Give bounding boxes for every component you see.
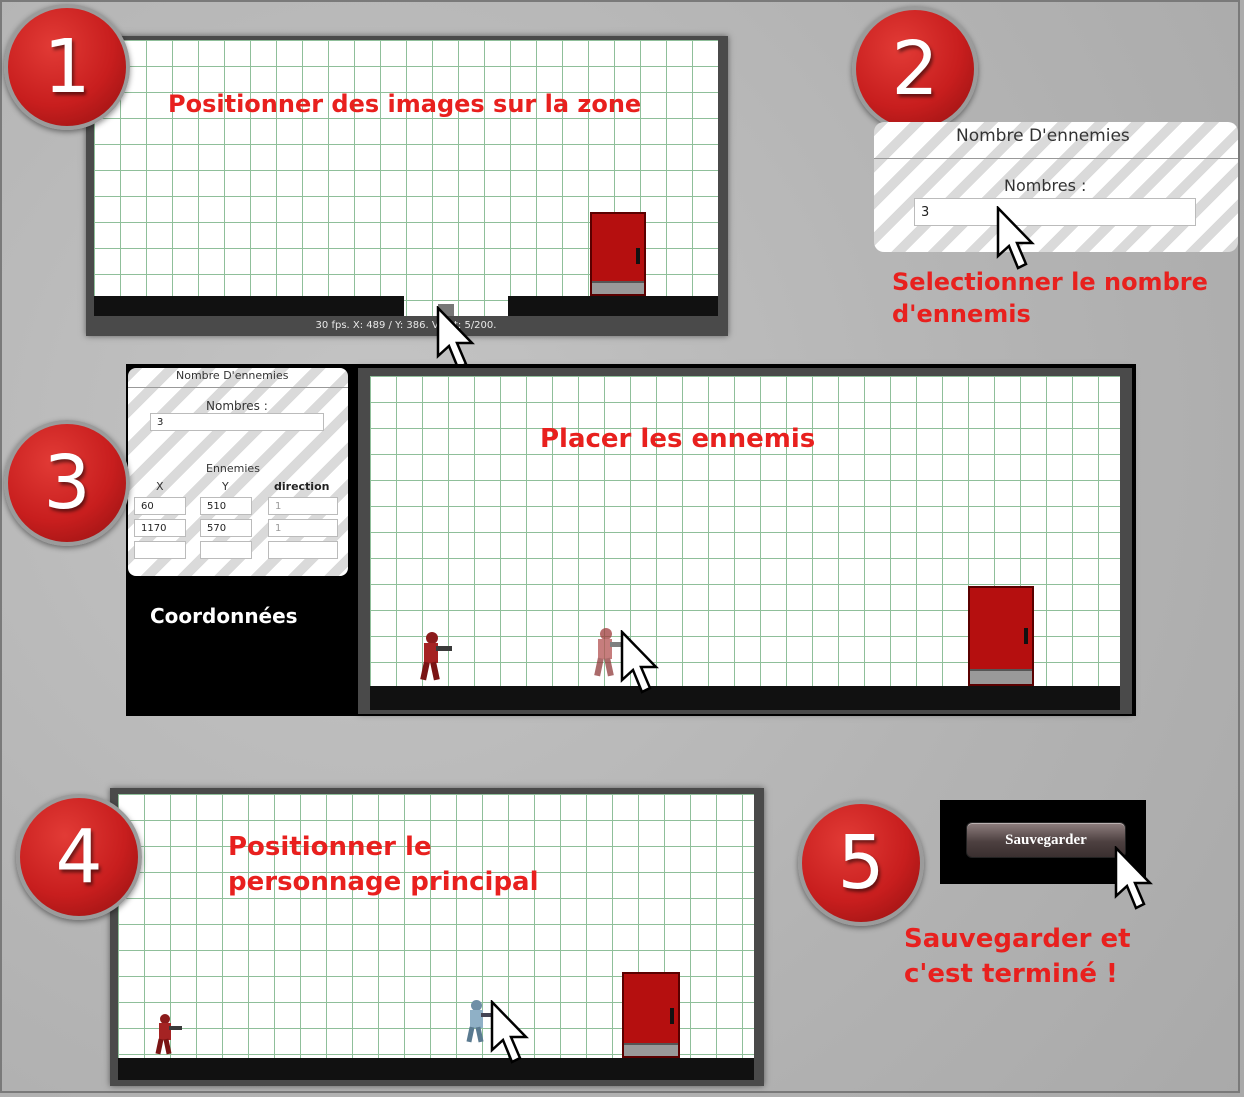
save-button[interactable]: Sauvegarder: [966, 822, 1126, 858]
step5-caption-line2: c'est terminé !: [904, 959, 1118, 990]
enemy1-x-input[interactable]: 60: [134, 497, 186, 515]
step5-caption: Sauvegarder et c'est terminé !: [904, 922, 1131, 992]
step3-count-input[interactable]: 3: [150, 413, 324, 431]
step3-title-underline: [128, 387, 348, 388]
step3-cursor-icon: [620, 630, 659, 694]
step3-col-x: X: [156, 480, 164, 493]
step5-caption-line1: Sauvegarder et: [904, 924, 1131, 954]
step1-door[interactable]: [590, 212, 646, 296]
step4-badge: 4: [16, 794, 142, 920]
step2-count-label: Nombres :: [1004, 176, 1087, 195]
step1-editor-panel: 30 fps. X: 489 / Y: 386. Vi... t: 5/200.: [86, 36, 728, 336]
step3-floor: [370, 686, 1120, 710]
step2-form-title: Nombre D'ennemies: [956, 126, 1130, 146]
step3-coordinates-label: Coordonnées: [150, 604, 298, 628]
step3-door[interactable]: [968, 586, 1034, 686]
step4-main-character-sprite[interactable]: [462, 1000, 494, 1043]
step4-door[interactable]: [622, 972, 680, 1058]
step3-enemy-sprite-2[interactable]: [590, 628, 626, 678]
step3-col-direction: direction: [274, 480, 330, 493]
enemy3-y-input[interactable]: [200, 541, 252, 559]
step3-enemy-sprite-1[interactable]: [416, 632, 452, 681]
step4-floor: [118, 1058, 754, 1080]
step5-save-panel: Sauvegarder: [940, 800, 1146, 884]
step1-floor-right: [508, 296, 718, 316]
step3-enemies-label: Ennemies: [206, 462, 260, 475]
step2-cursor-icon: [996, 206, 1035, 270]
step5-cursor-icon: [1114, 846, 1153, 910]
step3-enemy-form: Nombre D'ennemies Nombres : 3 Ennemies X…: [128, 368, 348, 576]
step4-cursor-icon: [490, 1000, 529, 1064]
step3-count-label: Nombres :: [206, 399, 268, 413]
step1-caption: Positionner des images sur la zone: [168, 90, 642, 118]
step5-badge: 5: [798, 800, 924, 926]
step4-caption: Positionner le personnage principal: [228, 830, 539, 900]
step2-count-input[interactable]: 3: [914, 198, 1196, 226]
step4-caption-line2: personnage principal: [228, 867, 539, 898]
step4-caption-line1: Positionner le: [228, 832, 432, 862]
enemy2-direction-input[interactable]: 1: [268, 519, 338, 537]
enemy1-direction-input[interactable]: 1: [268, 497, 338, 515]
enemy3-direction-input[interactable]: [268, 541, 338, 559]
step3-badge: 3: [4, 420, 130, 546]
step2-caption: Selectionner le nombre d'ennemis: [892, 266, 1208, 331]
enemy3-x-input[interactable]: [134, 541, 186, 559]
step3-caption: Placer les ennemis: [540, 424, 816, 454]
enemy2-x-input[interactable]: 1170: [134, 519, 186, 537]
step2-title-underline: [874, 158, 1238, 159]
step3-col-y: Y: [222, 480, 229, 493]
step4-enemy-sprite[interactable]: [152, 1014, 182, 1055]
step2-badge: 2: [852, 6, 978, 132]
step2-caption-line1: Selectionner le nombre: [892, 268, 1208, 296]
step3-editor-panel: [358, 368, 1132, 714]
step1-status-bar: 30 fps. X: 489 / Y: 386. Vi... t: 5/200.: [315, 320, 497, 331]
enemy2-y-input[interactable]: 570: [200, 519, 252, 537]
step2-caption-line2: d'ennemis: [892, 300, 1031, 329]
step2-enemy-count-card: Nombre D'ennemies Nombres : 3: [874, 122, 1238, 252]
step4-editor-panel: [110, 788, 764, 1086]
enemy1-y-input[interactable]: 510: [200, 497, 252, 515]
step3-form-title: Nombre D'ennemies: [176, 369, 289, 382]
step1-floor-left: [94, 296, 404, 316]
step1-badge: 1: [4, 4, 130, 130]
